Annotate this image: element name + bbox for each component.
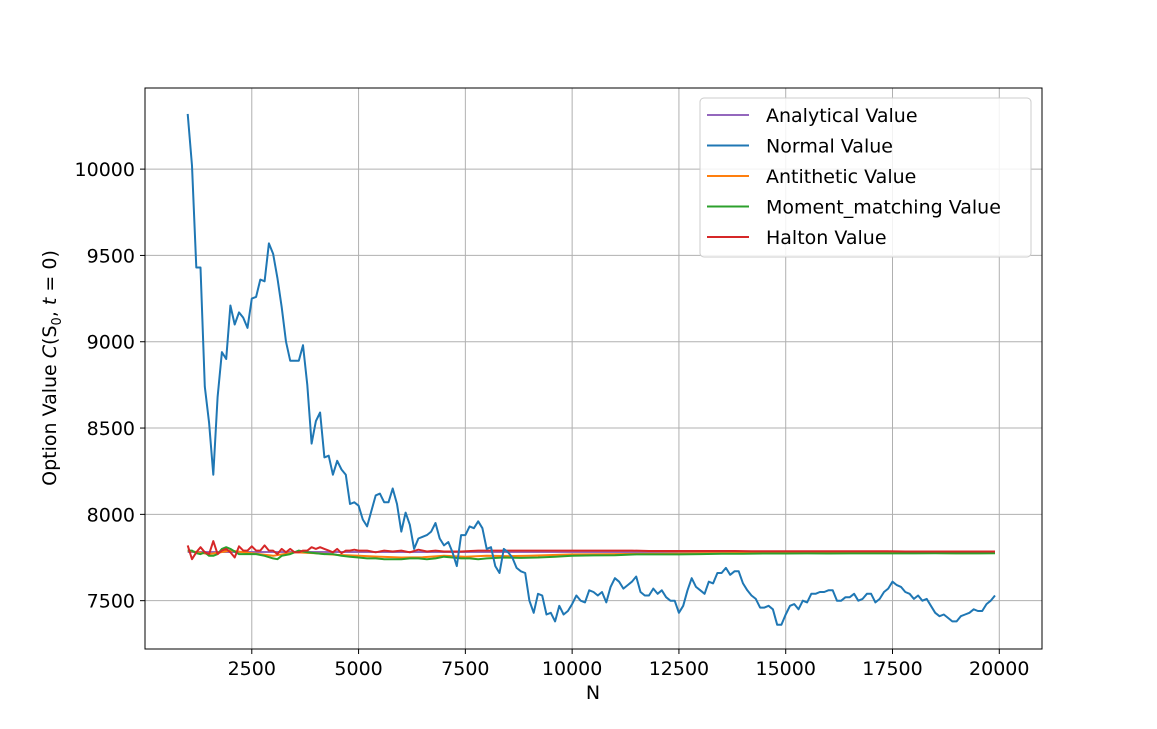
plot-lines [186,113,996,626]
axis-ticks: 2500 5000 7500 10000 12500 15000 17500 20000 750… [75,159,1030,680]
x-tick-label: 17500 [862,658,922,680]
x-tick-label: 5000 [334,658,382,680]
x-tick-label: 2500 [228,658,276,680]
y-tick-label: 9000 [87,332,135,354]
legend-label-normal-value: Normal Value [766,136,893,158]
x-tick-label: 15000 [755,658,815,680]
legend-frame [699,97,1032,258]
series-line-halton-value [186,540,995,561]
y-tick-label: 8500 [87,418,135,440]
plot-frame [144,87,1043,650]
y-tick-label: 9500 [87,245,135,267]
series-line-moment-matching-value [187,546,996,561]
legend: Analytical Value Normal Value Antithetic V… [699,97,1032,258]
series-line-normal-value [186,113,996,626]
x-tick-label: 10000 [542,658,602,680]
legend-label-halton-value: Halton Value [766,227,887,249]
x-tick-label: 20000 [969,658,1029,680]
y-tick-label: 10000 [75,159,135,181]
legend-label-antithetic-value: Antithetic Value [766,166,916,188]
y-axis-label: Option Value C(S0, t = 0) [39,250,65,486]
x-tick-label: 7500 [441,658,489,680]
y-tick-label: 8000 [87,504,135,526]
y-tick-label: 7500 [87,591,135,613]
legend-items: Analytical Value Normal Value Antithetic V… [707,105,1001,249]
x-tick-label: 12500 [649,658,709,680]
x-axis-label: N [586,682,600,704]
legend-label-analytical-value: Analytical Value [766,105,918,127]
legend-label-moment-matching-value: Moment_matching Value [766,197,1001,219]
